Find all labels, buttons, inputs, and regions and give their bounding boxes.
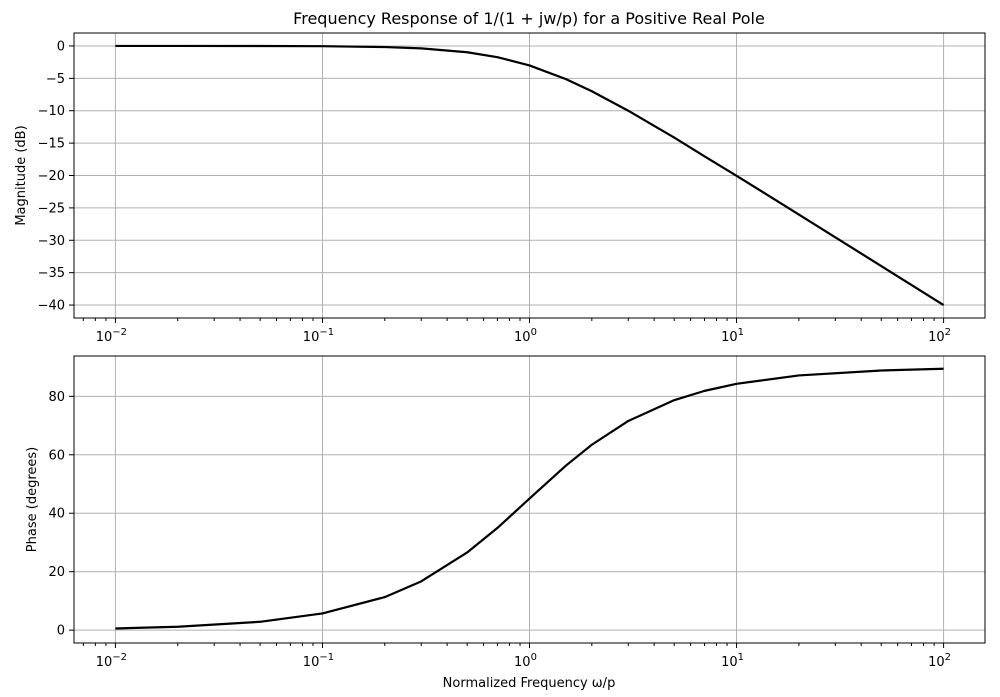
x-tick-label: 10−1 <box>303 327 334 345</box>
y-tick-label: 0 <box>57 39 65 54</box>
y-tick-label: −10 <box>38 104 65 119</box>
y-tick-label: −25 <box>38 201 65 216</box>
x-tick-label: 10−2 <box>96 327 127 345</box>
y-tick-label: −15 <box>38 137 65 152</box>
y-tick-label: 0 <box>57 624 65 639</box>
x-tick-label: 100 <box>514 327 537 345</box>
x-tick-label: 101 <box>721 327 744 345</box>
y-tick-label: −20 <box>38 169 65 184</box>
x-tick-label: 100 <box>514 652 537 670</box>
y-tick-label: 40 <box>48 507 65 522</box>
x-tick-label: 102 <box>928 652 951 670</box>
x-tick-label: 102 <box>928 327 951 345</box>
x-tick-label: 10−2 <box>96 652 127 670</box>
y-axis-label: Phase (degrees) <box>25 447 40 552</box>
y-tick-label: 20 <box>48 565 65 580</box>
x-tick-label: 10−1 <box>303 652 334 670</box>
series-line <box>115 44 945 306</box>
series-line <box>115 367 944 630</box>
y-tick-label: −5 <box>46 72 65 87</box>
plot-frame <box>73 32 986 319</box>
y-tick-label: −35 <box>38 266 65 281</box>
x-tick-label: 101 <box>721 652 744 670</box>
y-tick-label: 60 <box>48 448 65 463</box>
y-tick-label: −40 <box>38 299 65 314</box>
chart-title: Frequency Response of 1/(1 + jw/p) for a… <box>293 9 765 28</box>
x-axis-label: Normalized Frequency ω/p <box>443 676 616 691</box>
magnitude-panel: 10−2 10−1 100 101 102 0 −5 −10 −15 −20 −25 −30 −35 −4… <box>14 32 986 345</box>
y-tick-label: 80 <box>48 390 65 405</box>
y-tick-label: −30 <box>38 234 65 249</box>
plot-frame <box>73 355 986 644</box>
y-axis-label: Magnitude (dB) <box>14 125 29 225</box>
phase-panel: 10−2 10−1 100 101 102 0 20 40 60 80 Phase (degrees… <box>25 355 986 670</box>
